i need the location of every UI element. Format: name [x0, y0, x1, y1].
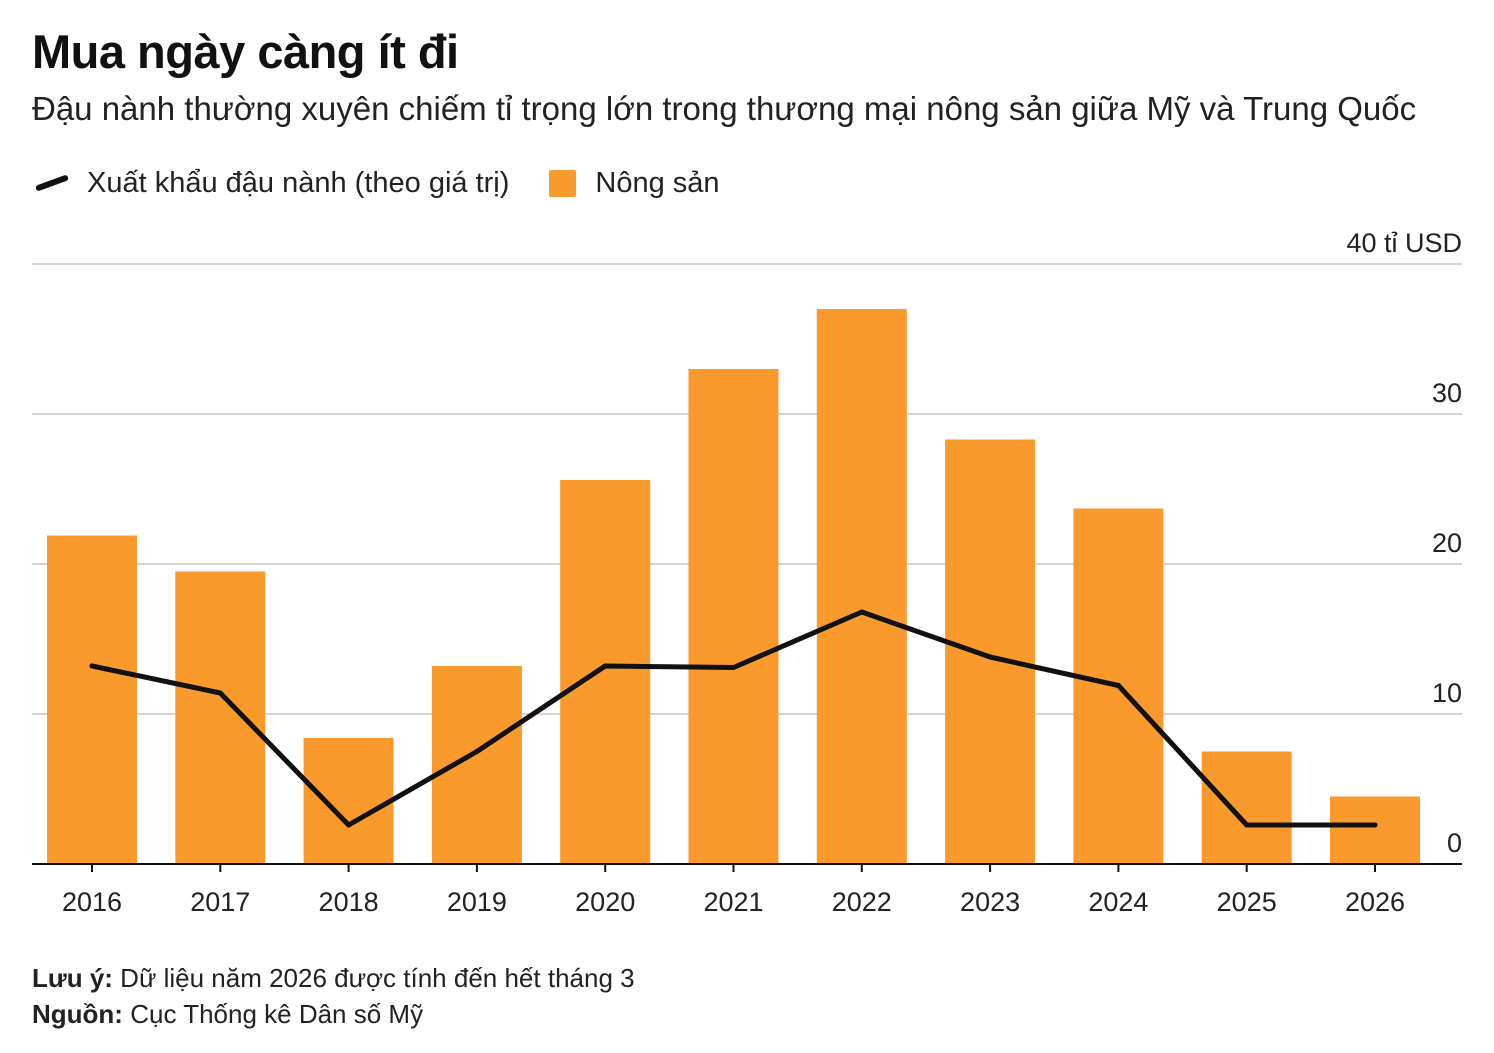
chart-title: Mua ngày càng ít đi: [32, 25, 459, 78]
source-label: Nguồn:: [32, 999, 123, 1029]
bar-2022: [816, 309, 907, 864]
note-line: Lưu ý: Dữ liệu năm 2026 được tính đến hế…: [32, 960, 635, 996]
note-text: Dữ liệu năm 2026 được tính đến hết tháng…: [120, 963, 635, 993]
y-tick-label: 0: [1447, 828, 1462, 858]
legend-line-icon: [34, 174, 70, 192]
x-tick-label: 2016: [62, 887, 122, 917]
x-tick-label: 2026: [1345, 887, 1405, 917]
legend-item-soybean: Xuất khẩu đậu nành (theo giá trị): [32, 167, 509, 200]
source-line: Nguồn: Cục Thống kê Dân số Mỹ: [32, 996, 635, 1032]
line-point-2016: [89, 663, 95, 669]
x-tick-label: 2019: [447, 887, 507, 917]
bar-2016: [47, 535, 137, 864]
line-point-2024: [1115, 683, 1121, 688]
x-tick-label: 2023: [960, 887, 1020, 917]
source-text: Cục Thống kê Dân số Mỹ: [130, 999, 424, 1029]
line-point-2017: [217, 690, 223, 696]
bar-2023: [945, 439, 1036, 864]
bar-2021: [688, 369, 779, 864]
legend-swatch-icon: [549, 169, 577, 197]
legend-label-agriculture: Nông sản: [595, 166, 720, 199]
chart-plot: 2016 2017 2018 2019 2020 2021 2022 2023 2024 2025…: [32, 228, 1462, 917]
line-point-2025: [1244, 822, 1250, 828]
x-tick-label: 2017: [190, 887, 250, 917]
x-tick-label: 2021: [703, 887, 763, 917]
legend-item-agriculture: Nông sản: [509, 166, 720, 200]
bar-2019: [431, 666, 522, 864]
line-point-2023: [987, 654, 993, 660]
note-label: Lưu ý:: [32, 963, 113, 993]
x-tick-label: 2022: [832, 887, 892, 917]
legend-label-soybean: Xuất khẩu đậu nành (theo giá trị): [87, 166, 510, 199]
chart-subtitle: Đậu nành thường xuyên chiếm tỉ trọng lớn…: [32, 90, 1417, 127]
bar-2017: [175, 571, 266, 864]
line-point-2019: [474, 749, 480, 754]
bar-2025: [1201, 751, 1292, 864]
bar-2026: [1330, 796, 1420, 864]
line-point-2026: [1372, 822, 1378, 828]
x-tick-label: 2024: [1088, 887, 1148, 917]
y-tick-label: 10: [1432, 678, 1462, 708]
line-point-2021: [731, 665, 736, 670]
line-point-2020: [602, 663, 608, 669]
bar-2020: [560, 480, 651, 864]
line-point-2018: [346, 822, 352, 828]
legend: Xuất khẩu đậu nành (theo giá trị) Nông s…: [32, 163, 720, 203]
y-unit-label: 40 tỉ USD: [1346, 228, 1462, 258]
x-tick-label: 2025: [1217, 887, 1277, 917]
line-point-2022: [859, 609, 865, 615]
y-tick-label: 30: [1432, 378, 1462, 408]
chart-notes: Lưu ý: Dữ liệu năm 2026 được tính đến hế…: [32, 960, 635, 1032]
y-tick-label: 20: [1432, 528, 1462, 558]
x-tick-label: 2020: [575, 887, 635, 917]
x-tick-label: 2018: [319, 887, 379, 917]
bar-2018: [303, 738, 394, 864]
